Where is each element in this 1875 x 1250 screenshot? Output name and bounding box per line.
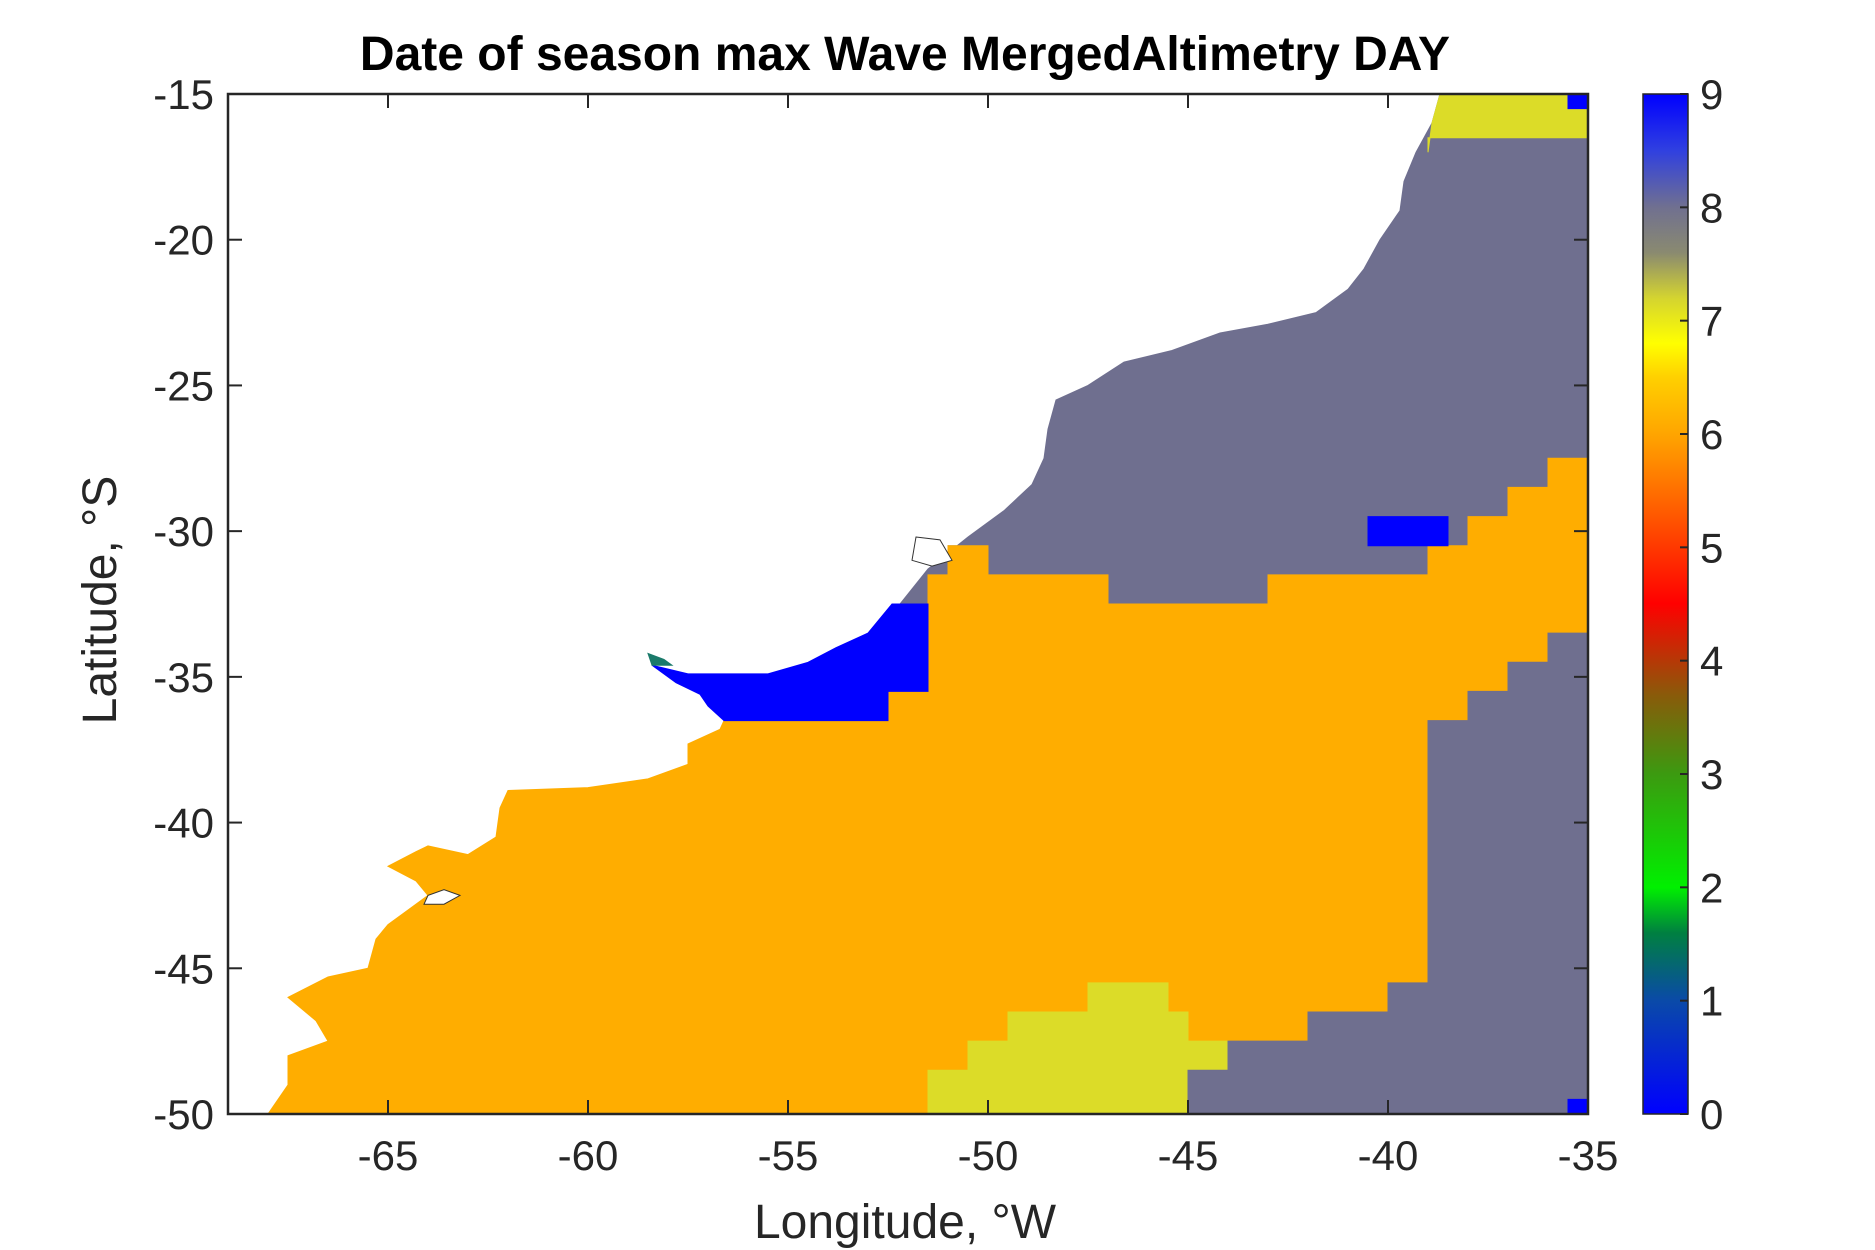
- region-9: [647, 652, 674, 666]
- colorbar-tick-label: 9: [1700, 71, 1723, 118]
- x-tick-label: -55: [758, 1132, 819, 1179]
- x-tick-label: -35: [1558, 1132, 1619, 1179]
- colorbar-tick-label: 2: [1700, 864, 1723, 911]
- colorbar-tick-label: 8: [1700, 184, 1723, 231]
- x-tick-label: -65: [358, 1132, 419, 1179]
- land-hole-0: [423, 889, 462, 905]
- x-tick-label: -45: [1158, 1132, 1219, 1179]
- y-tick-label: -25: [153, 362, 214, 409]
- colorbar-tick-label: 4: [1700, 638, 1723, 685]
- data-regions: [267, 94, 1588, 1114]
- region-4: [1187, 632, 1588, 1114]
- x-tick-label: -40: [1358, 1132, 1419, 1179]
- plot-frame: [226, 92, 1590, 1116]
- y-axis: -15 -20 -25 -30 -35 -40 -45 -50: [153, 71, 1588, 1138]
- region-6: [1367, 516, 1449, 547]
- colorbar-tick-label: 0: [1700, 1091, 1723, 1138]
- land-holes: [423, 536, 953, 905]
- colorbar-tick-label: 1: [1700, 978, 1723, 1025]
- y-axis-title: Latitude, °S: [74, 476, 127, 725]
- region-1: [1427, 94, 1588, 153]
- colorbar: [1642, 93, 1689, 1115]
- region-8: [1567, 1098, 1588, 1114]
- x-axis: -65 -60 -55 -50 -45 -40 -35: [358, 94, 1619, 1179]
- y-tick-label: -40: [153, 800, 214, 847]
- land-hole-1: [911, 536, 953, 567]
- x-tick-label: -60: [558, 1132, 619, 1179]
- y-tick-label: -50: [153, 1091, 214, 1138]
- region-7: [1567, 94, 1588, 110]
- region-5: [651, 603, 929, 722]
- colorbar-tick-label: 7: [1700, 298, 1723, 345]
- y-tick-label: -30: [153, 508, 214, 555]
- y-tick-label: -15: [153, 71, 214, 118]
- y-tick-label: -35: [153, 654, 214, 701]
- colorbar-tick-label: 3: [1700, 751, 1723, 798]
- x-tick-label: -50: [958, 1132, 1019, 1179]
- y-tick-label: -45: [153, 945, 214, 992]
- y-tick-label: -20: [153, 217, 214, 264]
- x-axis-title: Longitude, °W: [754, 1196, 1057, 1249]
- colorbar-tick-label: 5: [1700, 524, 1723, 571]
- chart-title: Date of season max Wave MergedAltimetry …: [360, 28, 1450, 81]
- colorbar-tick-label: 6: [1700, 411, 1723, 458]
- colorbar-ticks: 0 1 2 3 4 5 6 7 8 9: [1680, 71, 1723, 1138]
